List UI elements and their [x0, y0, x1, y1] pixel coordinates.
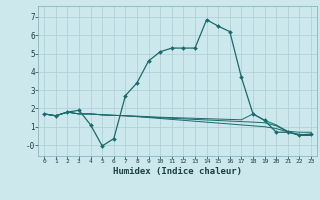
X-axis label: Humidex (Indice chaleur): Humidex (Indice chaleur): [113, 167, 242, 176]
